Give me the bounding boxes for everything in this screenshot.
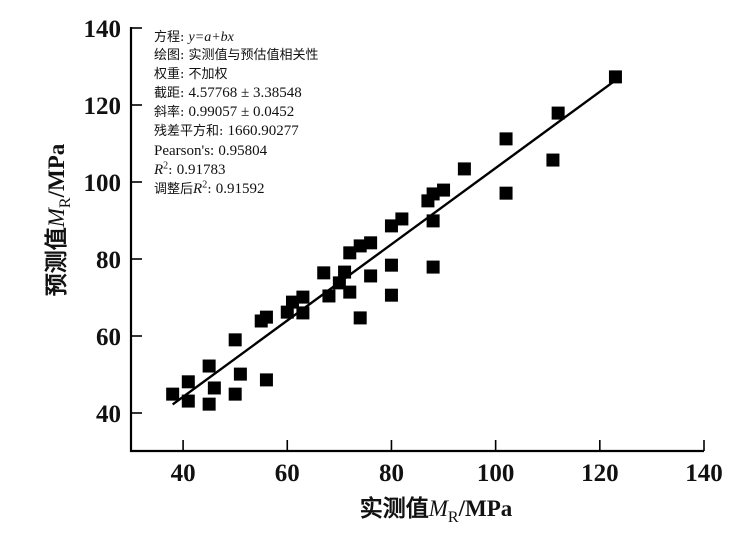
data-points — [166, 70, 622, 411]
data-point — [364, 236, 378, 250]
data-point — [384, 288, 398, 302]
fit-line-group — [171, 79, 617, 406]
y-tick-label: 60 — [96, 324, 121, 351]
data-point — [207, 381, 221, 395]
data-point — [202, 397, 216, 411]
data-point — [608, 70, 622, 84]
y-tick-label: 100 — [84, 170, 122, 197]
data-point — [426, 187, 440, 201]
fit-statistics-box: 方程: y=a+bx 绘图: 实测值与预估值相关性 权重: 不加权 截距: 4.… — [154, 29, 319, 200]
data-point — [353, 239, 367, 253]
x-tick-label: 140 — [685, 460, 723, 487]
data-point — [296, 306, 310, 320]
data-point — [166, 387, 180, 401]
data-point — [546, 153, 560, 167]
stat-r-squared: R2: 0.91783 — [154, 160, 226, 179]
data-point — [228, 333, 242, 347]
stat-intercept: 截距: 4.57768 ± 3.38548 — [154, 84, 302, 101]
data-point — [499, 186, 513, 200]
linear-fit-line — [171, 79, 617, 406]
stat-equation: 方程: y=a+bx — [154, 30, 234, 45]
x-tick-label: 40 — [171, 460, 196, 487]
data-point — [426, 260, 440, 274]
data-point — [437, 183, 451, 197]
data-point — [202, 359, 216, 373]
data-point — [343, 285, 357, 299]
x-tick-label: 100 — [477, 460, 515, 487]
data-point — [259, 373, 273, 387]
data-point — [353, 311, 367, 325]
data-point — [395, 212, 409, 226]
y-tick-label: 80 — [96, 247, 121, 274]
data-point — [259, 310, 273, 324]
data-point — [426, 214, 440, 228]
axes: 40 60 80 100 120 140 40 60 80 100 120 140 — [84, 16, 723, 487]
data-point — [296, 290, 310, 304]
stat-slope: 斜率: 0.99057 ± 0.0452 — [154, 104, 295, 121]
x-ticks: 40 60 80 100 120 140 — [171, 440, 723, 487]
data-point — [280, 305, 294, 319]
x-tick-label: 80 — [379, 460, 404, 487]
data-point — [499, 132, 513, 146]
y-tick-label: 40 — [96, 401, 121, 428]
y-axis-title: 预测值MR/MPa — [43, 143, 74, 296]
data-point — [181, 394, 195, 408]
data-point — [332, 276, 346, 290]
data-point — [317, 266, 331, 280]
stat-weight: 权重: 不加权 — [154, 66, 228, 82]
y-tick-label: 140 — [84, 16, 122, 43]
y-ticks: 40 60 80 100 120 140 — [84, 16, 142, 428]
data-point — [457, 162, 471, 176]
data-point — [181, 375, 195, 389]
data-point — [322, 289, 336, 303]
data-point — [285, 295, 299, 309]
stat-adj-r-squared: 调整后R2: 0.91592 — [154, 180, 265, 198]
stat-residual-sum: 残差平方和: 1660.90277 — [154, 123, 299, 140]
data-point — [384, 219, 398, 233]
data-point — [228, 387, 242, 401]
y-tick-label: 120 — [84, 93, 122, 120]
x-axis-title: 实测值MR/MPa — [360, 495, 513, 526]
x-tick-label: 60 — [275, 460, 300, 487]
data-point — [364, 269, 378, 283]
stat-plot: 绘图: 实测值与预估值相关性 — [154, 48, 319, 64]
data-point — [338, 265, 352, 279]
data-point — [233, 367, 247, 381]
data-point — [384, 258, 398, 272]
data-point — [343, 246, 357, 260]
stat-pearson: Pearson's: 0.95804 — [154, 142, 268, 159]
x-tick-label: 120 — [581, 460, 619, 487]
data-point — [551, 106, 565, 120]
